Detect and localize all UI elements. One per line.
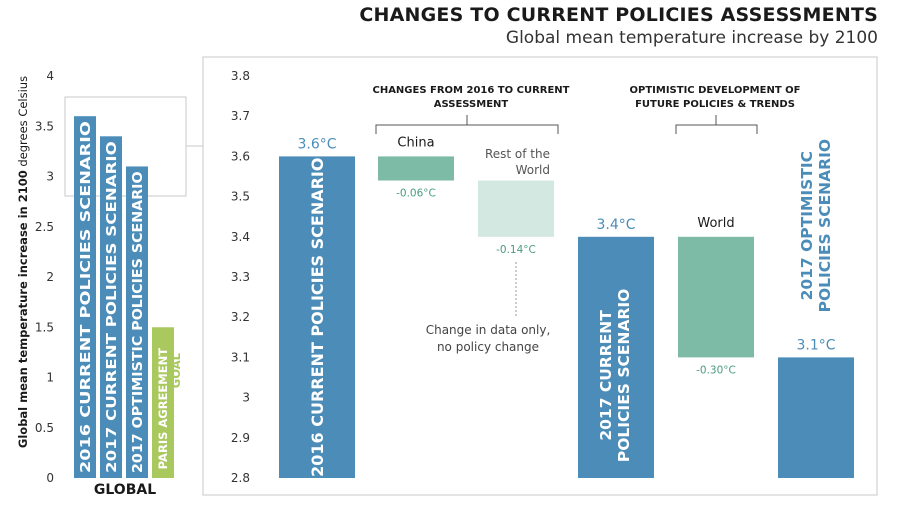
waterfall-delta-bar-4	[678, 236, 754, 358]
waterfall-change-label-2: -0.14°C	[496, 244, 536, 256]
global-bar-3	[152, 327, 174, 478]
waterfall-bar-label-3-line2: POLICIES SCENARIO	[615, 289, 633, 462]
waterfall-delta-bar-2	[478, 180, 554, 237]
group1-label-line1: CHANGES FROM 2016 TO CURRENT	[372, 85, 569, 96]
group1-bracket	[375, 115, 559, 134]
chart-subtitle: Global mean temperature increase by 2100	[505, 28, 878, 48]
right-y-tick-4: 3.2	[231, 310, 250, 324]
global-bar-label-1: 2017 CURRENT POLICIES SCENARIO	[104, 141, 120, 473]
right-y-tick-8: 3.6	[231, 149, 250, 163]
waterfall-change-label-4: -0.30°C	[696, 364, 736, 376]
left-y-tick-4: 2	[46, 270, 54, 284]
waterfall-total-bar-3	[578, 236, 654, 478]
left-y-tick-7: 3.5	[35, 119, 54, 133]
left-y-ticks: 0 0.5 1 1.5 2 2.5 3 3.5 4	[35, 69, 54, 485]
group1-label-line2: ASSESSMENT	[434, 99, 509, 110]
global-bar-0	[74, 116, 96, 478]
right-y-tick-6: 3.4	[231, 230, 250, 244]
waterfall-bar-label-0: 2016 CURRENT POLICIES SCENARIO	[308, 158, 327, 477]
left-bars: 2016 CURRENT POLICIES SCENARIO 2017 CURRE…	[74, 116, 183, 479]
right-y-tick-5: 3.3	[231, 270, 250, 284]
global-bar-2	[126, 166, 148, 478]
waterfall-bar-label-5-line1: 2017 OPTIMISTIC	[798, 151, 816, 300]
chart-title: CHANGES TO CURRENT POLICIES ASSESSMENTS	[359, 4, 878, 26]
waterfall-delta-bar-1	[378, 156, 454, 181]
left-y-tick-1: 0.5	[35, 421, 54, 435]
left-x-label: GLOBAL	[94, 482, 156, 498]
global-bar-label-0: 2016 CURRENT POLICIES SCENARIO	[78, 121, 94, 473]
waterfall-total-bar-0	[279, 156, 355, 478]
group2-label-line2: FUTURE POLICIES & TRENDS	[635, 99, 795, 110]
detail-frame	[202, 56, 878, 496]
waterfall-total-bar-5	[778, 357, 854, 478]
global-bar-1	[100, 136, 122, 479]
waterfall-bar-label-3-line1: 2017 CURRENT	[597, 310, 615, 441]
right-y-tick-7: 3.5	[231, 190, 250, 204]
goal-label-line2: GOAL	[169, 352, 183, 388]
right-y-tick-3: 3.1	[231, 350, 250, 364]
left-y-axis-title: Global mean temperature increase in 2100…	[16, 76, 30, 448]
left-y-tick-3: 1.5	[35, 320, 54, 334]
waterfall-delta-name-1: China	[397, 135, 434, 150]
note-line2: no policy change	[437, 340, 539, 354]
rest-of-world-label-line2: World	[516, 163, 550, 177]
global-bar-label-2: 2017 OPTIMISTIC POLICIES SCENARIO	[130, 171, 146, 473]
waterfall-delta-name-4: World	[697, 216, 734, 231]
right-y-tick-9: 3.7	[231, 109, 250, 123]
right-y-tick-10: 3.8	[231, 69, 250, 83]
right-bars: 3.6°C 2016 CURRENT POLICIES SCENARIO -0.06…	[279, 135, 854, 478]
right-y-ticks: 2.8 2.9 3 3.1 3.2 3.3 3.4 3.5 3.6 3.7 3.8	[231, 69, 250, 485]
waterfall-bar-label-5-line2: POLICIES SCENARIO	[816, 139, 834, 312]
group2-bracket	[675, 115, 758, 134]
waterfall-value-label-5: 3.1°C	[796, 337, 835, 353]
waterfall-value-label-3: 3.4°C	[596, 217, 635, 233]
right-y-tick-2: 3	[242, 391, 250, 405]
left-y-tick-5: 2.5	[35, 220, 54, 234]
left-y-axis-title-rest: degrees Celsius	[16, 76, 30, 170]
left-y-tick-2: 1	[46, 371, 54, 385]
left-y-tick-8: 4	[46, 69, 54, 83]
note-line1: Change in data only,	[426, 323, 551, 337]
waterfall-change-label-1: -0.06°C	[396, 188, 436, 200]
waterfall-value-label-0: 3.6°C	[297, 136, 336, 152]
right-y-tick-0: 2.8	[231, 471, 250, 485]
right-y-tick-1: 2.9	[231, 431, 250, 445]
rest-of-world-label-line1: Rest of the	[485, 147, 550, 161]
goal-label-line1: PARIS AGREEMENT	[156, 348, 170, 470]
left-y-axis-title-bold: Global mean temperature increase in 2100	[16, 170, 30, 448]
group2-label-line1: OPTIMISTIC DEVELOPMENT OF	[630, 85, 801, 96]
left-y-tick-6: 3	[46, 170, 54, 184]
left-y-tick-0: 0	[46, 471, 54, 485]
